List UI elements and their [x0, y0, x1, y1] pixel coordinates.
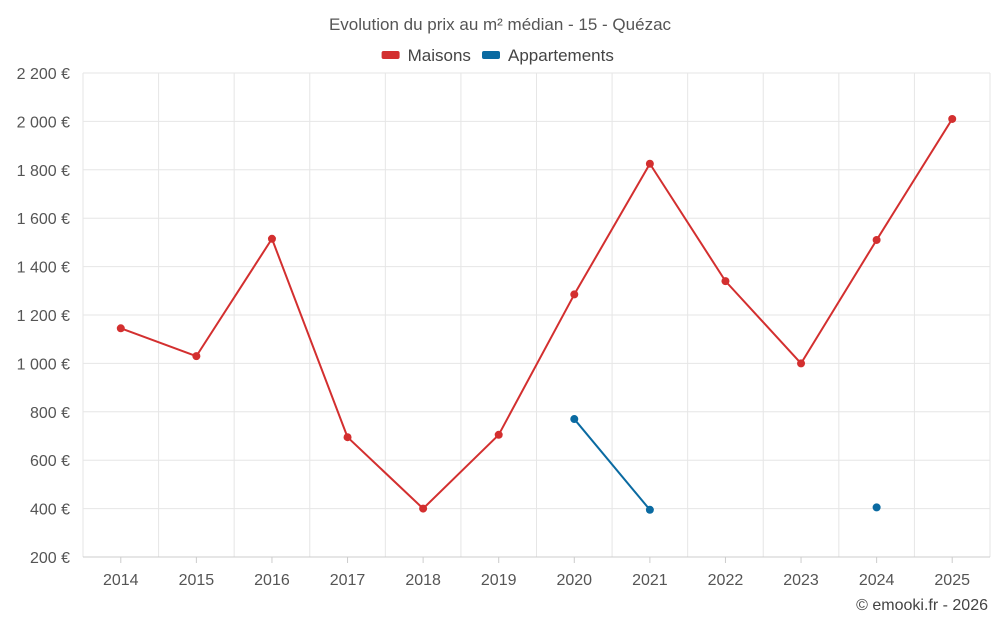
- legend-swatch-maisons[interactable]: [381, 51, 400, 59]
- maisons-point[interactable]: [948, 114, 957, 123]
- x-tick-label: 2024: [859, 572, 895, 589]
- maisons-point[interactable]: [872, 235, 881, 244]
- x-tick-label: 2015: [179, 572, 215, 589]
- y-tick-label: 2 200 €: [17, 66, 70, 83]
- x-tick-label: 2016: [254, 572, 290, 589]
- x-tick-label: 2025: [934, 572, 970, 589]
- x-axis: 2014 2015 2016 2017 2018 2019 2020 2021 2022 2023…: [103, 557, 970, 589]
- y-tick-label: 600 €: [30, 453, 70, 470]
- x-tick-label: 2019: [481, 572, 517, 589]
- y-tick-label: 200 €: [30, 550, 70, 567]
- x-tick-label: 2018: [405, 572, 441, 589]
- maisons-point[interactable]: [192, 352, 201, 361]
- y-tick-label: 1 400 €: [17, 260, 70, 277]
- x-tick-label: 2014: [103, 572, 139, 589]
- maisons-point[interactable]: [570, 290, 579, 299]
- maisons-point[interactable]: [797, 359, 806, 368]
- x-tick-label: 2020: [556, 572, 592, 589]
- y-axis: 200 € 400 € 600 € 800 € 1 000 € 1 200 € 1 400 …: [17, 66, 70, 567]
- appartements-point[interactable]: [872, 503, 881, 512]
- chart-title: Evolution du prix au m² médian - 15 - Qu…: [329, 15, 672, 34]
- y-tick-label: 1 200 €: [17, 308, 70, 325]
- grid: [82, 72, 991, 558]
- x-tick-label: 2022: [708, 572, 744, 589]
- y-tick-label: 800 €: [30, 405, 70, 422]
- maisons-point[interactable]: [116, 324, 125, 333]
- y-tick-label: 2 000 €: [17, 114, 70, 131]
- y-tick-label: 1 800 €: [17, 163, 70, 180]
- y-tick-label: 400 €: [30, 502, 70, 519]
- appartements-point[interactable]: [645, 505, 654, 514]
- maisons-point[interactable]: [494, 430, 503, 439]
- legend: Maisons Appartements: [381, 46, 614, 65]
- legend-label-appartements[interactable]: Appartements: [508, 46, 614, 65]
- credit-text: © emooki.fr - 2026: [856, 597, 988, 614]
- maisons-point[interactable]: [721, 277, 730, 286]
- y-tick-label: 1 600 €: [17, 211, 70, 228]
- maisons-point[interactable]: [343, 433, 352, 442]
- appartements-point[interactable]: [570, 415, 579, 424]
- x-tick-label: 2021: [632, 572, 668, 589]
- y-tick-label: 1 000 €: [17, 356, 70, 373]
- x-tick-label: 2017: [330, 572, 366, 589]
- appartements-line: [573, 418, 651, 511]
- maisons-line: [120, 118, 954, 510]
- maisons-point[interactable]: [419, 504, 428, 513]
- legend-label-maisons[interactable]: Maisons: [408, 46, 471, 65]
- x-tick-label: 2023: [783, 572, 819, 589]
- maisons-point[interactable]: [267, 234, 276, 243]
- legend-swatch-appartements[interactable]: [482, 51, 500, 59]
- maisons-point[interactable]: [645, 159, 654, 168]
- series-layer: [116, 114, 957, 514]
